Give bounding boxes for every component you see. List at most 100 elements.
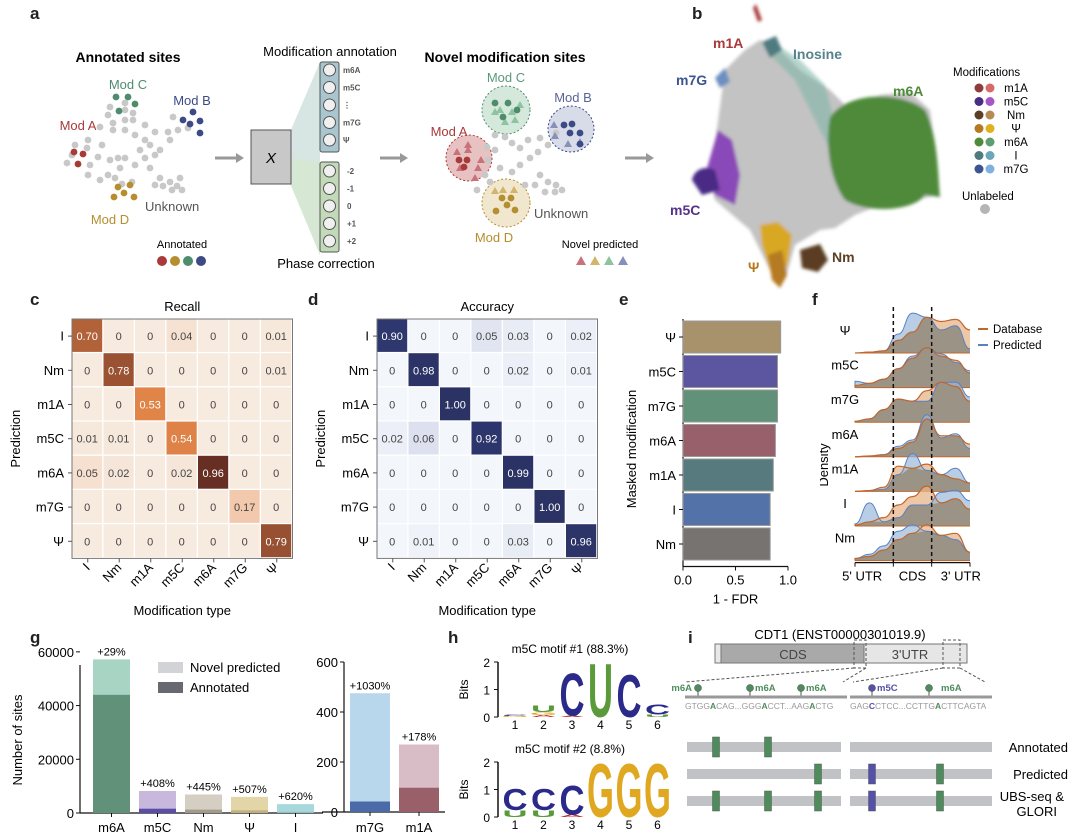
increase-label: +1030% — [350, 680, 391, 692]
heatmap-value: 0 — [273, 502, 279, 514]
legend-label: Predicted — [993, 340, 1042, 352]
heatmap-value: 0.02 — [570, 331, 591, 343]
heatmap-value: 0 — [242, 468, 248, 480]
x-tick-label: Nm — [99, 560, 124, 585]
legend-dot-light — [985, 83, 995, 93]
x-axis-label: Modification type — [133, 603, 231, 618]
heatmap-cell — [103, 353, 134, 387]
phase-node-label: -1 — [347, 185, 355, 194]
heatmap-value: 0 — [421, 400, 427, 412]
y-tick-label: m6A — [342, 465, 369, 480]
site-dot — [536, 171, 544, 179]
bar — [682, 389, 778, 423]
site-count-bar-chart: 0 20000 40000 60000 Number of sites +29% m6A +4… — [10, 645, 445, 835]
heatmap-cell — [408, 319, 439, 352]
heatmap-value: 0 — [452, 365, 458, 377]
output-node — [323, 133, 336, 147]
heatmap-value: 0.06 — [413, 434, 434, 446]
site-dot — [496, 164, 504, 172]
x-tick-label: I — [80, 560, 93, 573]
modification-annotation-title: Modification annotation — [263, 44, 397, 59]
annotated-bar — [139, 808, 176, 813]
heatmap-value: 0.78 — [108, 365, 129, 377]
heatmap-value: 0 — [452, 468, 458, 480]
y-tick-label: Nm — [349, 363, 369, 378]
heatmap-cell — [440, 387, 471, 421]
site-dot — [516, 161, 524, 169]
site-dot — [121, 106, 129, 114]
panel-label-f: f — [812, 290, 818, 309]
site-dot — [96, 123, 104, 131]
position-label: 3 — [569, 818, 576, 832]
heatmap-cell — [72, 353, 103, 387]
legend-label: Nm — [1007, 110, 1025, 122]
mod-b-dot — [186, 120, 194, 128]
novel-site-triangle — [501, 118, 509, 125]
heatmap-value: 0.01 — [570, 365, 591, 377]
site-dot — [106, 156, 114, 164]
mod-c-dot — [124, 93, 132, 101]
heatmap-value: 0 — [452, 331, 458, 343]
novel-site-triangle — [496, 106, 504, 113]
y-tick-label: Ψ — [665, 330, 676, 345]
heatmap-value: 0.90 — [381, 331, 402, 343]
logo-letter: U — [531, 704, 556, 714]
site-dot — [176, 174, 184, 182]
heatmap-cell — [261, 524, 292, 558]
heatmap-value: 0 — [242, 331, 248, 343]
overlap-area — [855, 382, 970, 423]
x-tick-label: Ψ — [244, 820, 255, 835]
novel-mod-b-label: Mod B — [554, 90, 592, 105]
heatmap-value: 0 — [210, 434, 216, 446]
heatmap-cell — [103, 455, 134, 489]
x-tick-label: m6A — [494, 560, 524, 590]
site-dot — [146, 164, 154, 172]
heatmap-value: 0 — [421, 331, 427, 343]
bar — [682, 458, 774, 492]
heatmap-cell — [166, 455, 197, 489]
position-label: 2 — [540, 718, 547, 732]
heatmap-value: 0 — [179, 502, 185, 514]
track-bar-left — [687, 796, 841, 806]
logo-letter: A — [531, 714, 556, 717]
site-dot — [83, 144, 91, 152]
heatmap-cell — [534, 524, 565, 558]
database-line — [854, 381, 971, 423]
legend-label: m5C — [1004, 97, 1028, 109]
panel-label-a: a — [30, 4, 40, 23]
heatmap-value: 0.05 — [476, 331, 497, 343]
y-tick-label: 20000 — [38, 752, 74, 767]
site-dot — [491, 131, 499, 139]
overlap-area — [855, 498, 970, 526]
site-dot — [96, 176, 104, 184]
logo-letter: C — [645, 701, 670, 718]
mod-c-dot — [115, 107, 123, 115]
track-bar-left — [687, 769, 841, 779]
heatmap-cell — [72, 421, 103, 455]
heatmap-title: Accuracy — [461, 299, 515, 314]
position-label: 4 — [597, 818, 604, 832]
heatmap-cell — [471, 387, 502, 421]
heatmap-value: 0 — [273, 400, 279, 412]
heatmap-cell — [566, 490, 597, 523]
x-tick-label: Ψ — [569, 560, 587, 578]
heatmap-cell — [103, 524, 134, 558]
row-label: I — [843, 496, 847, 511]
site-dot — [121, 154, 129, 162]
position-label: 1 — [512, 718, 519, 732]
novel-site-triangle — [508, 108, 516, 115]
heatmap-cell — [103, 421, 134, 455]
site-dot — [524, 136, 532, 144]
novel-bar — [350, 693, 390, 812]
site-dot — [541, 188, 549, 196]
site-dot — [558, 186, 566, 194]
site-dot — [521, 181, 529, 189]
annotated-site-dot — [511, 206, 519, 214]
y-tick-label: I — [60, 329, 64, 344]
mod-d-dot — [110, 193, 118, 201]
site-mark — [764, 736, 772, 758]
site-dot — [166, 136, 174, 144]
heatmap-cell — [534, 353, 565, 387]
heatmap-value: 0 — [547, 400, 553, 412]
site-dot — [491, 146, 499, 154]
